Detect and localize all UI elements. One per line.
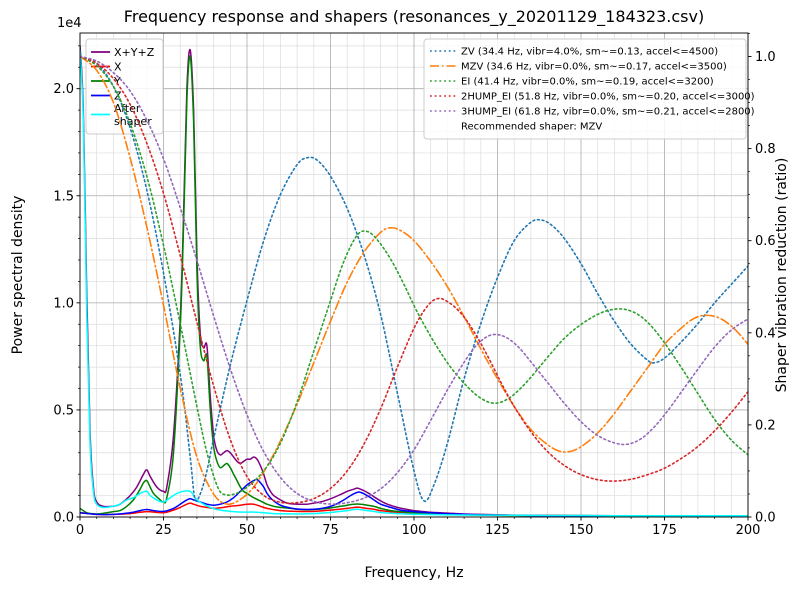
legend-label-shaper: shaper xyxy=(114,115,152,128)
legend-label-x-y-z: X+Y+Z xyxy=(114,46,155,59)
y-right-tick-label: 0.0 xyxy=(755,511,776,526)
shaper-line-2hump-ei xyxy=(80,55,748,504)
y-left-tick-label: 2.0 xyxy=(53,82,74,97)
x-tick-label: 75 xyxy=(322,523,339,538)
shaper-line-3hump-ei xyxy=(80,55,748,505)
recommended-shaper-text: Recommended shaper: MZV xyxy=(461,122,602,133)
x-tick-label: 175 xyxy=(652,523,677,538)
shaper-line-zv xyxy=(80,55,748,503)
y-left-tick-label: 1.5 xyxy=(53,189,74,204)
x-tick-label: 50 xyxy=(239,523,256,538)
legend-shapers: ZV (34.4 Hz, vibr=4.0%, sm~=0.13, accel<… xyxy=(423,38,755,140)
legend-label-3hump-ei: 3HUMP_EI (61.8 Hz, vibr=0.0%, sm~=0.21, … xyxy=(461,107,755,118)
y-axis-label-right: Shaper vibration reduction (ratio) xyxy=(774,158,790,393)
y-right-tick-label: 1.0 xyxy=(755,50,776,65)
y-axis-offset-text: 1e4 xyxy=(57,16,82,31)
legend-psd-frame xyxy=(85,38,164,135)
x-tick-label: 100 xyxy=(402,523,427,538)
x-tick-label: 200 xyxy=(736,523,761,538)
y-right-tick-label: 0.8 xyxy=(755,142,776,157)
x-tick-label: 25 xyxy=(155,523,172,538)
x-axis-label: Frequency, Hz xyxy=(364,565,463,581)
legend-label-ei: EI (41.4 Hz, vibr=0.0%, sm~=0.19, accel<… xyxy=(461,77,714,88)
legend-label-after: After xyxy=(114,102,141,115)
psd-line-y xyxy=(80,55,748,517)
y-right-tick-label: 0.6 xyxy=(755,234,776,249)
y-axis-label-left: Power spectral density xyxy=(10,196,26,355)
legend-label-mzv: MZV (34.6 Hz, vibr=0.0%, sm~=0.17, accel… xyxy=(461,62,727,73)
y-right-tick-label: 0.2 xyxy=(755,418,776,433)
y-left-tick-label: 1.0 xyxy=(53,296,74,311)
psd-line-after-shaper xyxy=(80,49,748,517)
x-tick-label: 0 xyxy=(76,523,84,538)
legend-label-x: X xyxy=(114,61,122,74)
axis-ticks: 0 25 50 75 100 125 150 175 2000.00.51.01.52.00.0… xyxy=(53,33,776,538)
legend-shapers-frame xyxy=(423,38,747,140)
y-left-tick-label: 0.0 xyxy=(53,511,74,526)
psd-line-x-y-z xyxy=(80,45,748,517)
chart-title: Frequency response and shapers (resonanc… xyxy=(124,7,704,27)
legend-label-2hump-ei: 2HUMP_EI (51.8 Hz, vibr=0.0%, sm~=0.20, … xyxy=(461,92,755,103)
legend-label-y: Y xyxy=(113,75,121,88)
y-left-tick-label: 0.5 xyxy=(53,403,74,418)
x-tick-label: 150 xyxy=(569,523,594,538)
y-right-tick-label: 0.4 xyxy=(755,326,776,341)
shaper-line-mzv xyxy=(80,55,748,506)
shaper-line-ei xyxy=(80,55,748,496)
x-tick-label: 125 xyxy=(485,523,510,538)
legend-label-zv: ZV (34.4 Hz, vibr=4.0%, sm~=0.13, accel<… xyxy=(461,47,718,58)
